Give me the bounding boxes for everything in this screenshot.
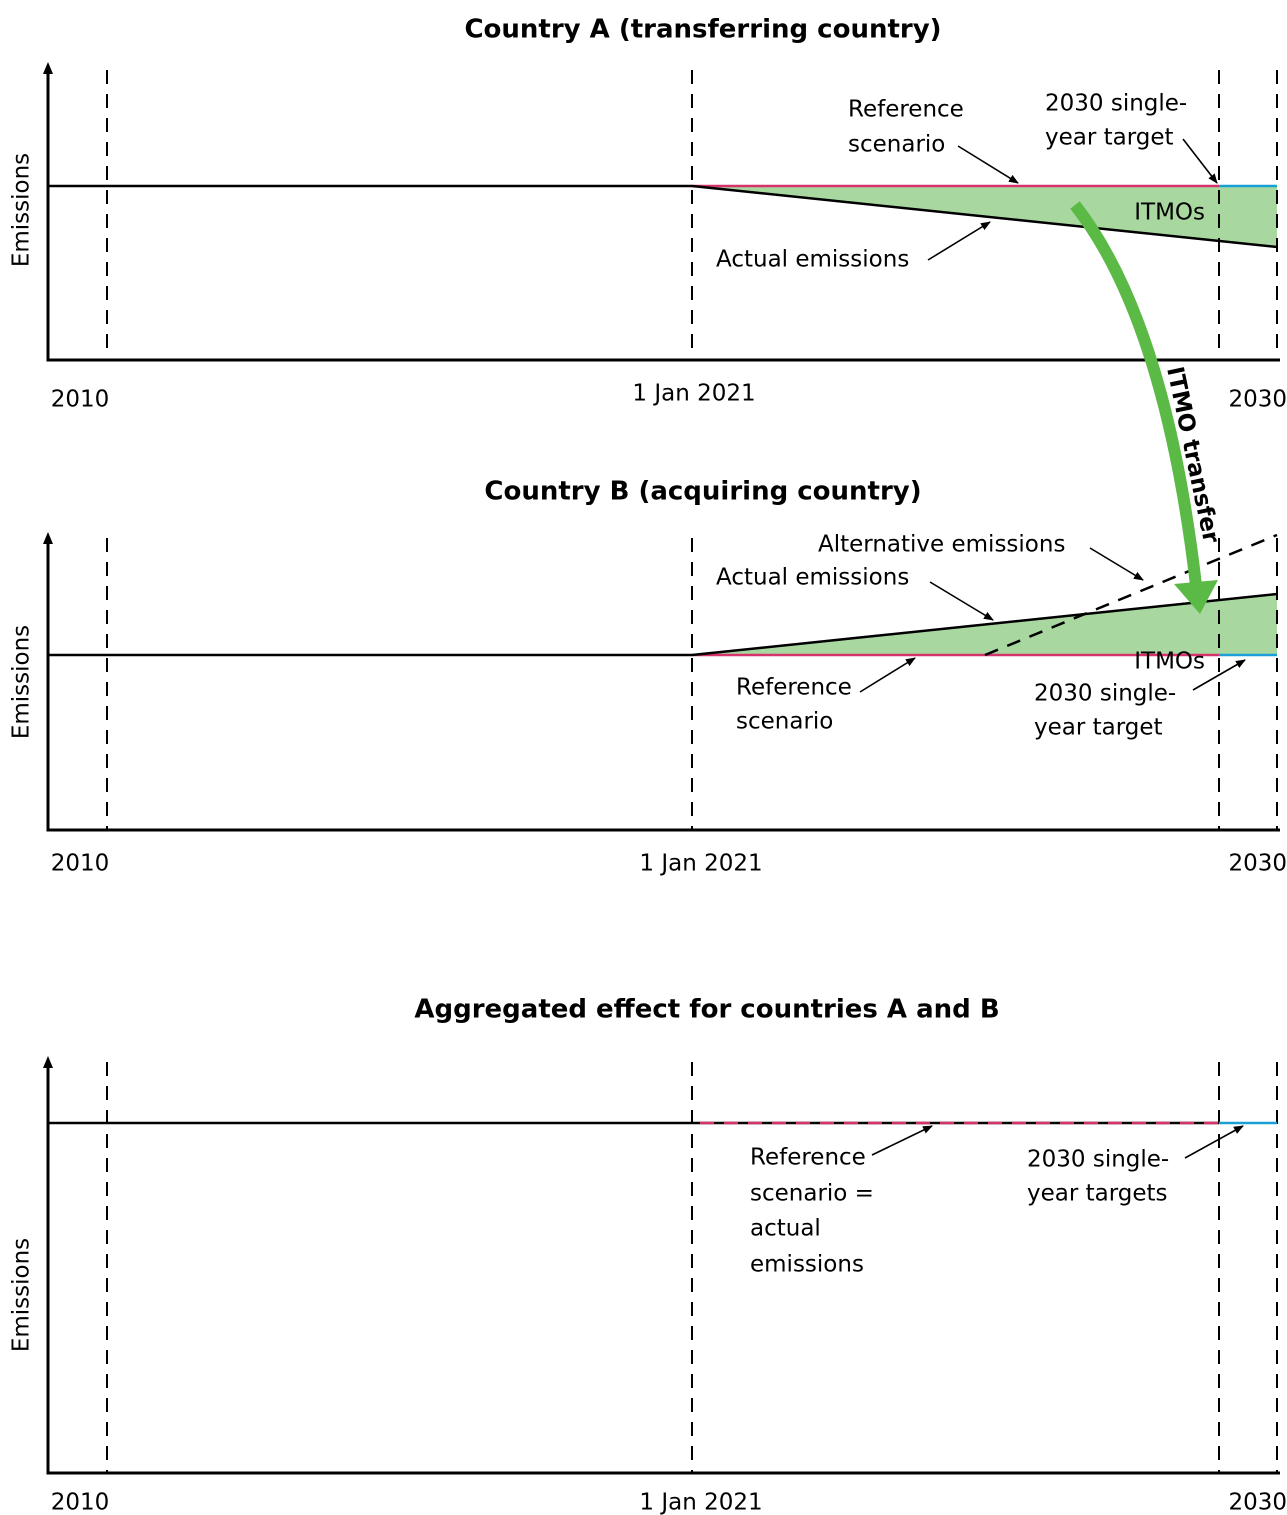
x-tick-label: 2030 bbox=[1228, 851, 1287, 877]
annotation: Reference bbox=[848, 97, 964, 123]
pointer bbox=[1184, 1125, 1244, 1159]
annotation: Actual emissions bbox=[716, 247, 909, 273]
annotation: emissions bbox=[750, 1252, 864, 1278]
x-tick-label: 1 Jan 2021 bbox=[632, 381, 755, 407]
axes bbox=[43, 62, 1280, 362]
panel-c: Aggregated effect for countries A and B … bbox=[9, 995, 1287, 1515]
panel-title: Country A (transferring country) bbox=[464, 15, 941, 45]
pointer bbox=[1089, 547, 1144, 581]
alternative-line bbox=[984, 533, 1278, 657]
x-tick-label: 2010 bbox=[51, 851, 110, 877]
x-tick-label: 1 Jan 2021 bbox=[639, 1490, 762, 1515]
annotation: Alternative emissions bbox=[818, 532, 1065, 558]
pointer bbox=[1182, 138, 1218, 184]
axes bbox=[43, 532, 1280, 832]
actual-line bbox=[691, 184, 1278, 249]
x-tick-label: 2010 bbox=[51, 1490, 110, 1515]
annotation: ITMOs bbox=[1134, 200, 1205, 226]
panel-a: Country A (transferring country) Emissio… bbox=[9, 15, 1287, 413]
annotation: Reference bbox=[750, 1145, 866, 1171]
pointer bbox=[929, 581, 994, 621]
panel-title: Country B (acquiring country) bbox=[484, 477, 921, 507]
annotation: 2030 single- bbox=[1027, 1147, 1169, 1173]
pointer bbox=[927, 221, 991, 261]
x-tick-label: 2030 bbox=[1228, 1490, 1287, 1515]
annotation: Reference bbox=[736, 675, 852, 701]
annotation: scenario bbox=[736, 709, 833, 735]
panel-b: Country B (acquiring country) Emissions … bbox=[9, 477, 1287, 877]
x-tick-label: 2010 bbox=[51, 387, 110, 413]
y-axis-label: Emissions bbox=[9, 1238, 35, 1352]
annotation: scenario = bbox=[750, 1181, 874, 1207]
pointer bbox=[957, 145, 1019, 184]
annotation: ITMOs bbox=[1134, 649, 1205, 675]
pointer bbox=[1192, 659, 1246, 691]
y-axis-label: Emissions bbox=[9, 625, 35, 739]
x-tick-label: 1 Jan 2021 bbox=[639, 851, 762, 877]
transfer-head bbox=[1174, 580, 1218, 614]
actual-line bbox=[691, 592, 1278, 657]
annotation: 2030 single- bbox=[1045, 91, 1187, 117]
annotation: actual bbox=[750, 1216, 821, 1242]
x-tick-label: 2030 bbox=[1228, 387, 1287, 413]
annotation: year target bbox=[1045, 125, 1174, 151]
y-axis-label: Emissions bbox=[9, 153, 35, 267]
panel-title: Aggregated effect for countries A and B bbox=[414, 995, 999, 1025]
transfer-path bbox=[1070, 201, 1202, 586]
pointer bbox=[871, 1125, 933, 1156]
annotation: year target bbox=[1034, 715, 1163, 741]
annotation: Actual emissions bbox=[716, 565, 909, 591]
annotation: scenario bbox=[848, 132, 945, 158]
annotation: year targets bbox=[1027, 1181, 1168, 1207]
pointer bbox=[859, 657, 916, 693]
axes bbox=[43, 1056, 1280, 1475]
annotation: 2030 single- bbox=[1034, 681, 1176, 707]
